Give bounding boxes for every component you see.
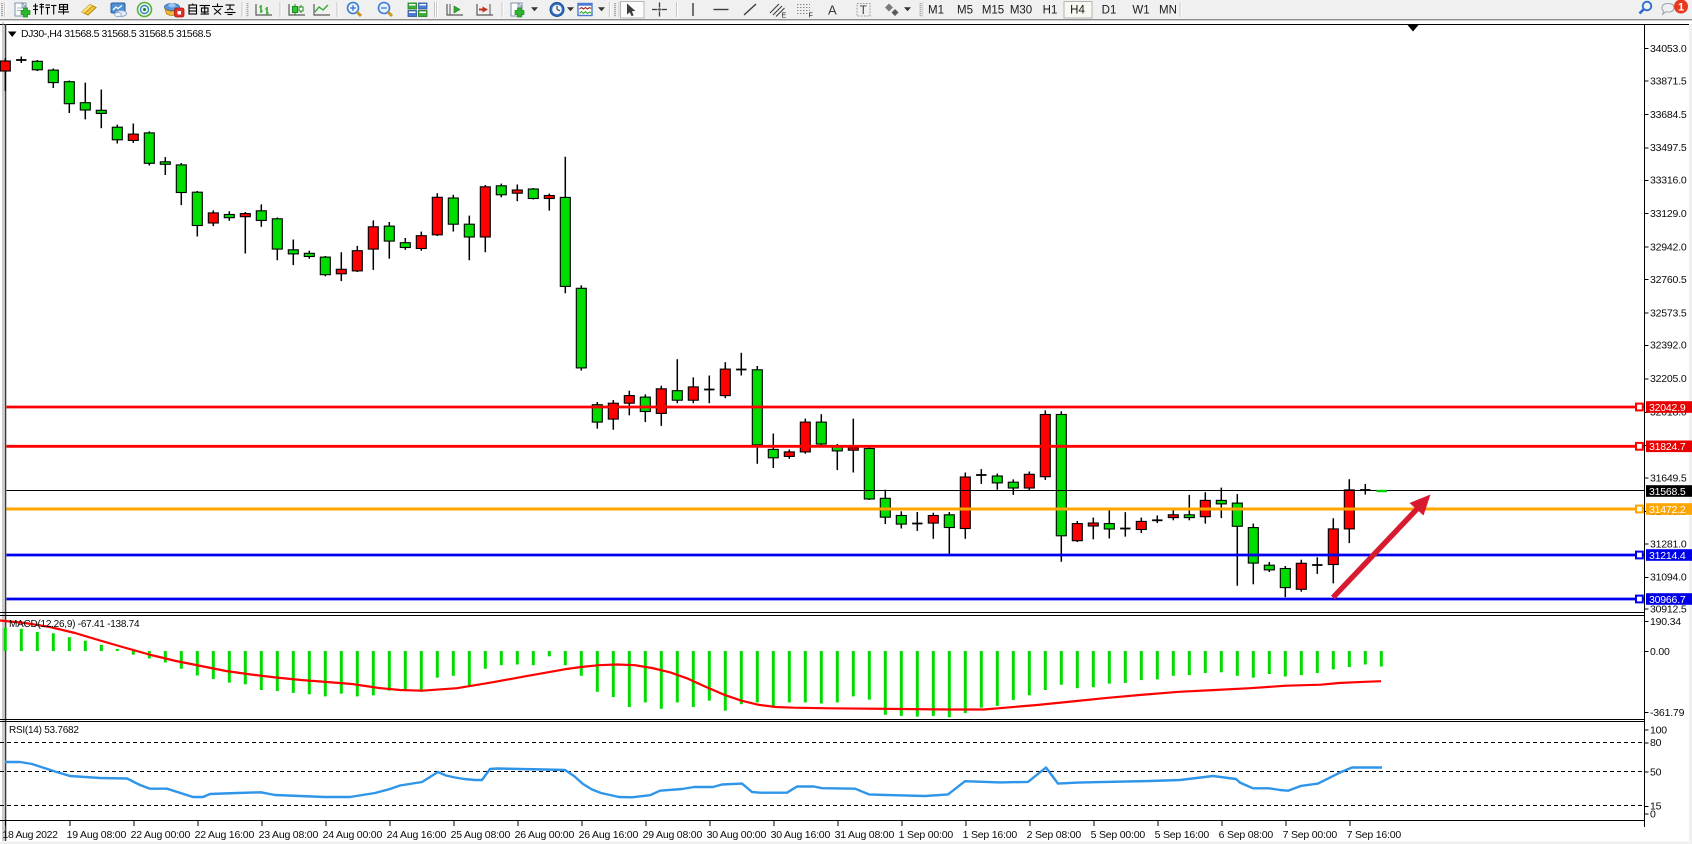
svg-text:M15: M15 [982, 5, 1004, 17]
svg-text:7 Sep 00:00: 7 Sep 00:00 [1283, 829, 1338, 841]
svg-text:6 Sep 08:00: 6 Sep 08:00 [1219, 829, 1274, 841]
svg-text:30966.7: 30966.7 [1649, 594, 1686, 606]
svg-text:24 Aug 00:00: 24 Aug 00:00 [323, 829, 383, 841]
svg-text:M5: M5 [957, 5, 973, 17]
svg-text:22 Aug 00:00: 22 Aug 00:00 [131, 829, 191, 841]
svg-text:E: E [782, 13, 787, 20]
svg-text:34053.0: 34053.0 [1650, 43, 1687, 55]
svg-text:M30: M30 [1010, 5, 1032, 17]
svg-text:32573.5: 32573.5 [1650, 307, 1687, 319]
svg-text:7 Sep 16:00: 7 Sep 16:00 [1347, 829, 1402, 841]
svg-text:31824.7: 31824.7 [1649, 441, 1686, 453]
svg-text:23 Aug 08:00: 23 Aug 08:00 [259, 829, 319, 841]
svg-text:26 Aug 16:00: 26 Aug 16:00 [579, 829, 639, 841]
svg-text:MACD(12,26,9) -67.41 -138.74: MACD(12,26,9) -67.41 -138.74 [9, 619, 140, 630]
svg-text:31649.5: 31649.5 [1650, 472, 1687, 484]
svg-text:D1: D1 [1102, 5, 1117, 17]
svg-text:31568.5: 31568.5 [1649, 486, 1686, 498]
svg-text:31472.2: 31472.2 [1649, 504, 1686, 516]
svg-text:-361.79: -361.79 [1650, 707, 1685, 719]
svg-text:31 Aug 08:00: 31 Aug 08:00 [835, 829, 895, 841]
svg-text:30 Aug 00:00: 30 Aug 00:00 [707, 829, 767, 841]
svg-text:RSI(14) 53.7682: RSI(14) 53.7682 [9, 725, 79, 736]
svg-text:M1: M1 [928, 5, 944, 17]
svg-text:30 Aug 16:00: 30 Aug 16:00 [771, 829, 831, 841]
svg-text:1 Sep 16:00: 1 Sep 16:00 [963, 829, 1018, 841]
svg-text:1 Sep 00:00: 1 Sep 00:00 [899, 829, 954, 841]
svg-text:32392.0: 32392.0 [1650, 340, 1687, 352]
svg-text:5 Sep 00:00: 5 Sep 00:00 [1091, 829, 1146, 841]
svg-text:31214.4: 31214.4 [1649, 550, 1686, 562]
svg-text:22 Aug 16:00: 22 Aug 16:00 [195, 829, 255, 841]
svg-text:33684.5: 33684.5 [1650, 109, 1687, 121]
svg-text:25 Aug 08:00: 25 Aug 08:00 [451, 829, 511, 841]
svg-text:15: 15 [1650, 801, 1662, 813]
svg-text:29 Aug 08:00: 29 Aug 08:00 [643, 829, 703, 841]
svg-text:H1: H1 [1043, 5, 1058, 17]
svg-text:33129.0: 33129.0 [1650, 208, 1687, 220]
svg-text:0.00: 0.00 [1650, 646, 1670, 658]
svg-text:32205.0: 32205.0 [1650, 373, 1687, 385]
svg-text:F: F [809, 13, 813, 20]
svg-text:MN: MN [1159, 5, 1177, 17]
svg-text:DJ30-,H4 31568.5 31568.5 3156: DJ30-,H4 31568.5 31568.5 31568.5 31568.5 [21, 28, 211, 40]
svg-text:32942.0: 32942.0 [1650, 241, 1687, 253]
svg-text:31094.0: 31094.0 [1650, 572, 1687, 584]
svg-text:T: T [860, 5, 867, 17]
svg-text:A: A [828, 3, 837, 18]
svg-text:24 Aug 16:00: 24 Aug 16:00 [387, 829, 447, 841]
svg-text:1: 1 [1678, 2, 1684, 14]
svg-text:33316.0: 33316.0 [1650, 175, 1687, 187]
svg-text:26 Aug 00:00: 26 Aug 00:00 [515, 829, 575, 841]
svg-text:5 Sep 16:00: 5 Sep 16:00 [1155, 829, 1210, 841]
svg-text:33871.5: 33871.5 [1650, 75, 1687, 87]
svg-text:100: 100 [1650, 724, 1667, 736]
svg-text:33497.5: 33497.5 [1650, 142, 1687, 154]
svg-text:32042.9: 32042.9 [1649, 402, 1686, 414]
svg-text:32760.5: 32760.5 [1650, 274, 1687, 286]
svg-text:2 Sep 08:00: 2 Sep 08:00 [1027, 829, 1082, 841]
svg-text:W1: W1 [1132, 5, 1149, 17]
svg-text:19 Aug 08:00: 19 Aug 08:00 [67, 829, 127, 841]
svg-text:30912.5: 30912.5 [1650, 603, 1687, 615]
svg-text:18 Aug 2022: 18 Aug 2022 [3, 829, 59, 841]
svg-text:80: 80 [1650, 737, 1662, 749]
svg-text:31281.0: 31281.0 [1650, 538, 1687, 550]
svg-text:H4: H4 [1070, 5, 1085, 17]
svg-text:50: 50 [1650, 766, 1662, 778]
svg-text:190.34: 190.34 [1650, 616, 1681, 628]
svg-text:0: 0 [1650, 808, 1656, 820]
